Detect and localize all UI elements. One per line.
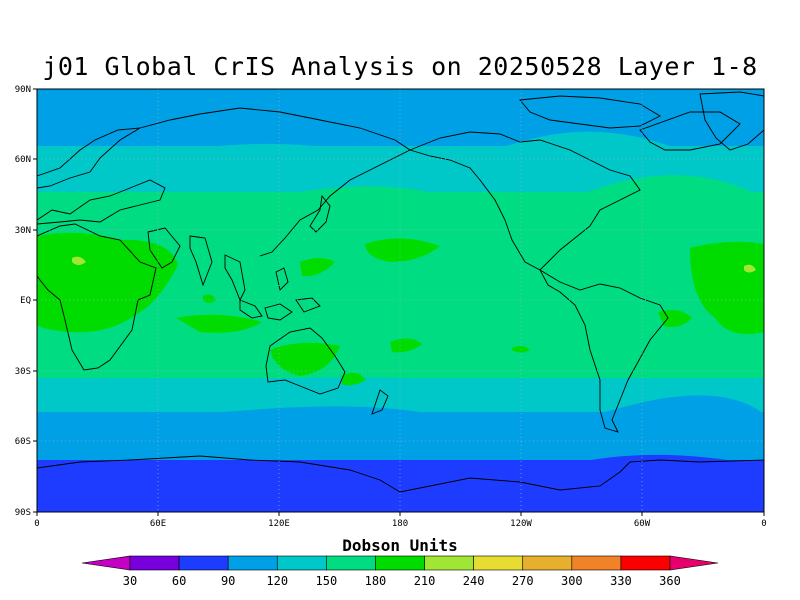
colorbar-label: 30 xyxy=(123,574,137,588)
colorbar-label: 120 xyxy=(266,574,288,588)
colorbar-swatch xyxy=(129,555,180,571)
colorbar xyxy=(81,555,719,571)
colorbar-swatch xyxy=(276,555,327,571)
lon-label: 0 xyxy=(34,519,39,529)
map-title: j01 Global CrIS Analysis on 20250528 Lay… xyxy=(42,52,758,81)
colorbar-arrow-low xyxy=(81,555,131,571)
tick-marks xyxy=(33,88,765,516)
lat-label: 90S xyxy=(15,508,31,518)
colorbar-label: 60 xyxy=(172,574,186,588)
lon-labels: 0 60E 120E 180 120W 60W 0 xyxy=(34,519,766,529)
colorbar-label: 90 xyxy=(221,574,235,588)
lon-label: 60E xyxy=(150,519,166,529)
lat-label: 60N xyxy=(15,155,31,165)
colorbar-swatch xyxy=(571,555,622,571)
patch-africa xyxy=(37,232,178,333)
lon-label: 60W xyxy=(634,519,651,529)
colorbar-swatch xyxy=(424,555,474,571)
colorbar-swatch xyxy=(227,555,278,571)
lat-label: 90N xyxy=(15,85,31,95)
colorbar-label: 150 xyxy=(316,574,338,588)
patch-australia xyxy=(270,342,340,376)
colorbar-swatch xyxy=(178,555,229,571)
colorbar-label: 360 xyxy=(659,574,681,588)
lat-label: 60S xyxy=(15,437,31,447)
lat-label: 30N xyxy=(15,226,31,236)
lon-label: 0 xyxy=(761,519,766,529)
lon-label: 180 xyxy=(392,519,408,529)
colorbar-swatch xyxy=(375,555,425,571)
colorbar-label: 270 xyxy=(512,574,534,588)
patch-pacific xyxy=(365,238,440,262)
lat-label: EQ xyxy=(20,296,31,306)
colorbar-labels: 30 60 90 120 150 180 210 240 270 300 330 360 xyxy=(123,574,681,588)
colorbar-title: Dobson Units xyxy=(342,536,458,555)
patch-atlantic xyxy=(690,241,764,335)
colorbar-arrow-high xyxy=(669,555,719,571)
lon-label: 120W xyxy=(510,519,532,529)
colorbar-label: 210 xyxy=(414,574,436,588)
colorbar-label: 300 xyxy=(561,574,583,588)
colorbar-swatch xyxy=(326,555,376,571)
colorbar-label: 240 xyxy=(463,574,485,588)
contour-fill xyxy=(37,89,764,512)
lat-labels: 90N 60N 30N EQ 30S 60S 90S xyxy=(15,85,31,518)
colorbar-swatch xyxy=(522,555,573,571)
lon-label: 120E xyxy=(268,519,290,529)
colorbar-label: 180 xyxy=(365,574,387,588)
colorbar-swatch xyxy=(473,555,524,571)
grid-lines xyxy=(37,89,764,512)
colorbar-swatch xyxy=(620,555,671,571)
lat-label: 30S xyxy=(15,367,31,377)
coastlines xyxy=(37,91,764,493)
colorbar-label: 330 xyxy=(610,574,632,588)
